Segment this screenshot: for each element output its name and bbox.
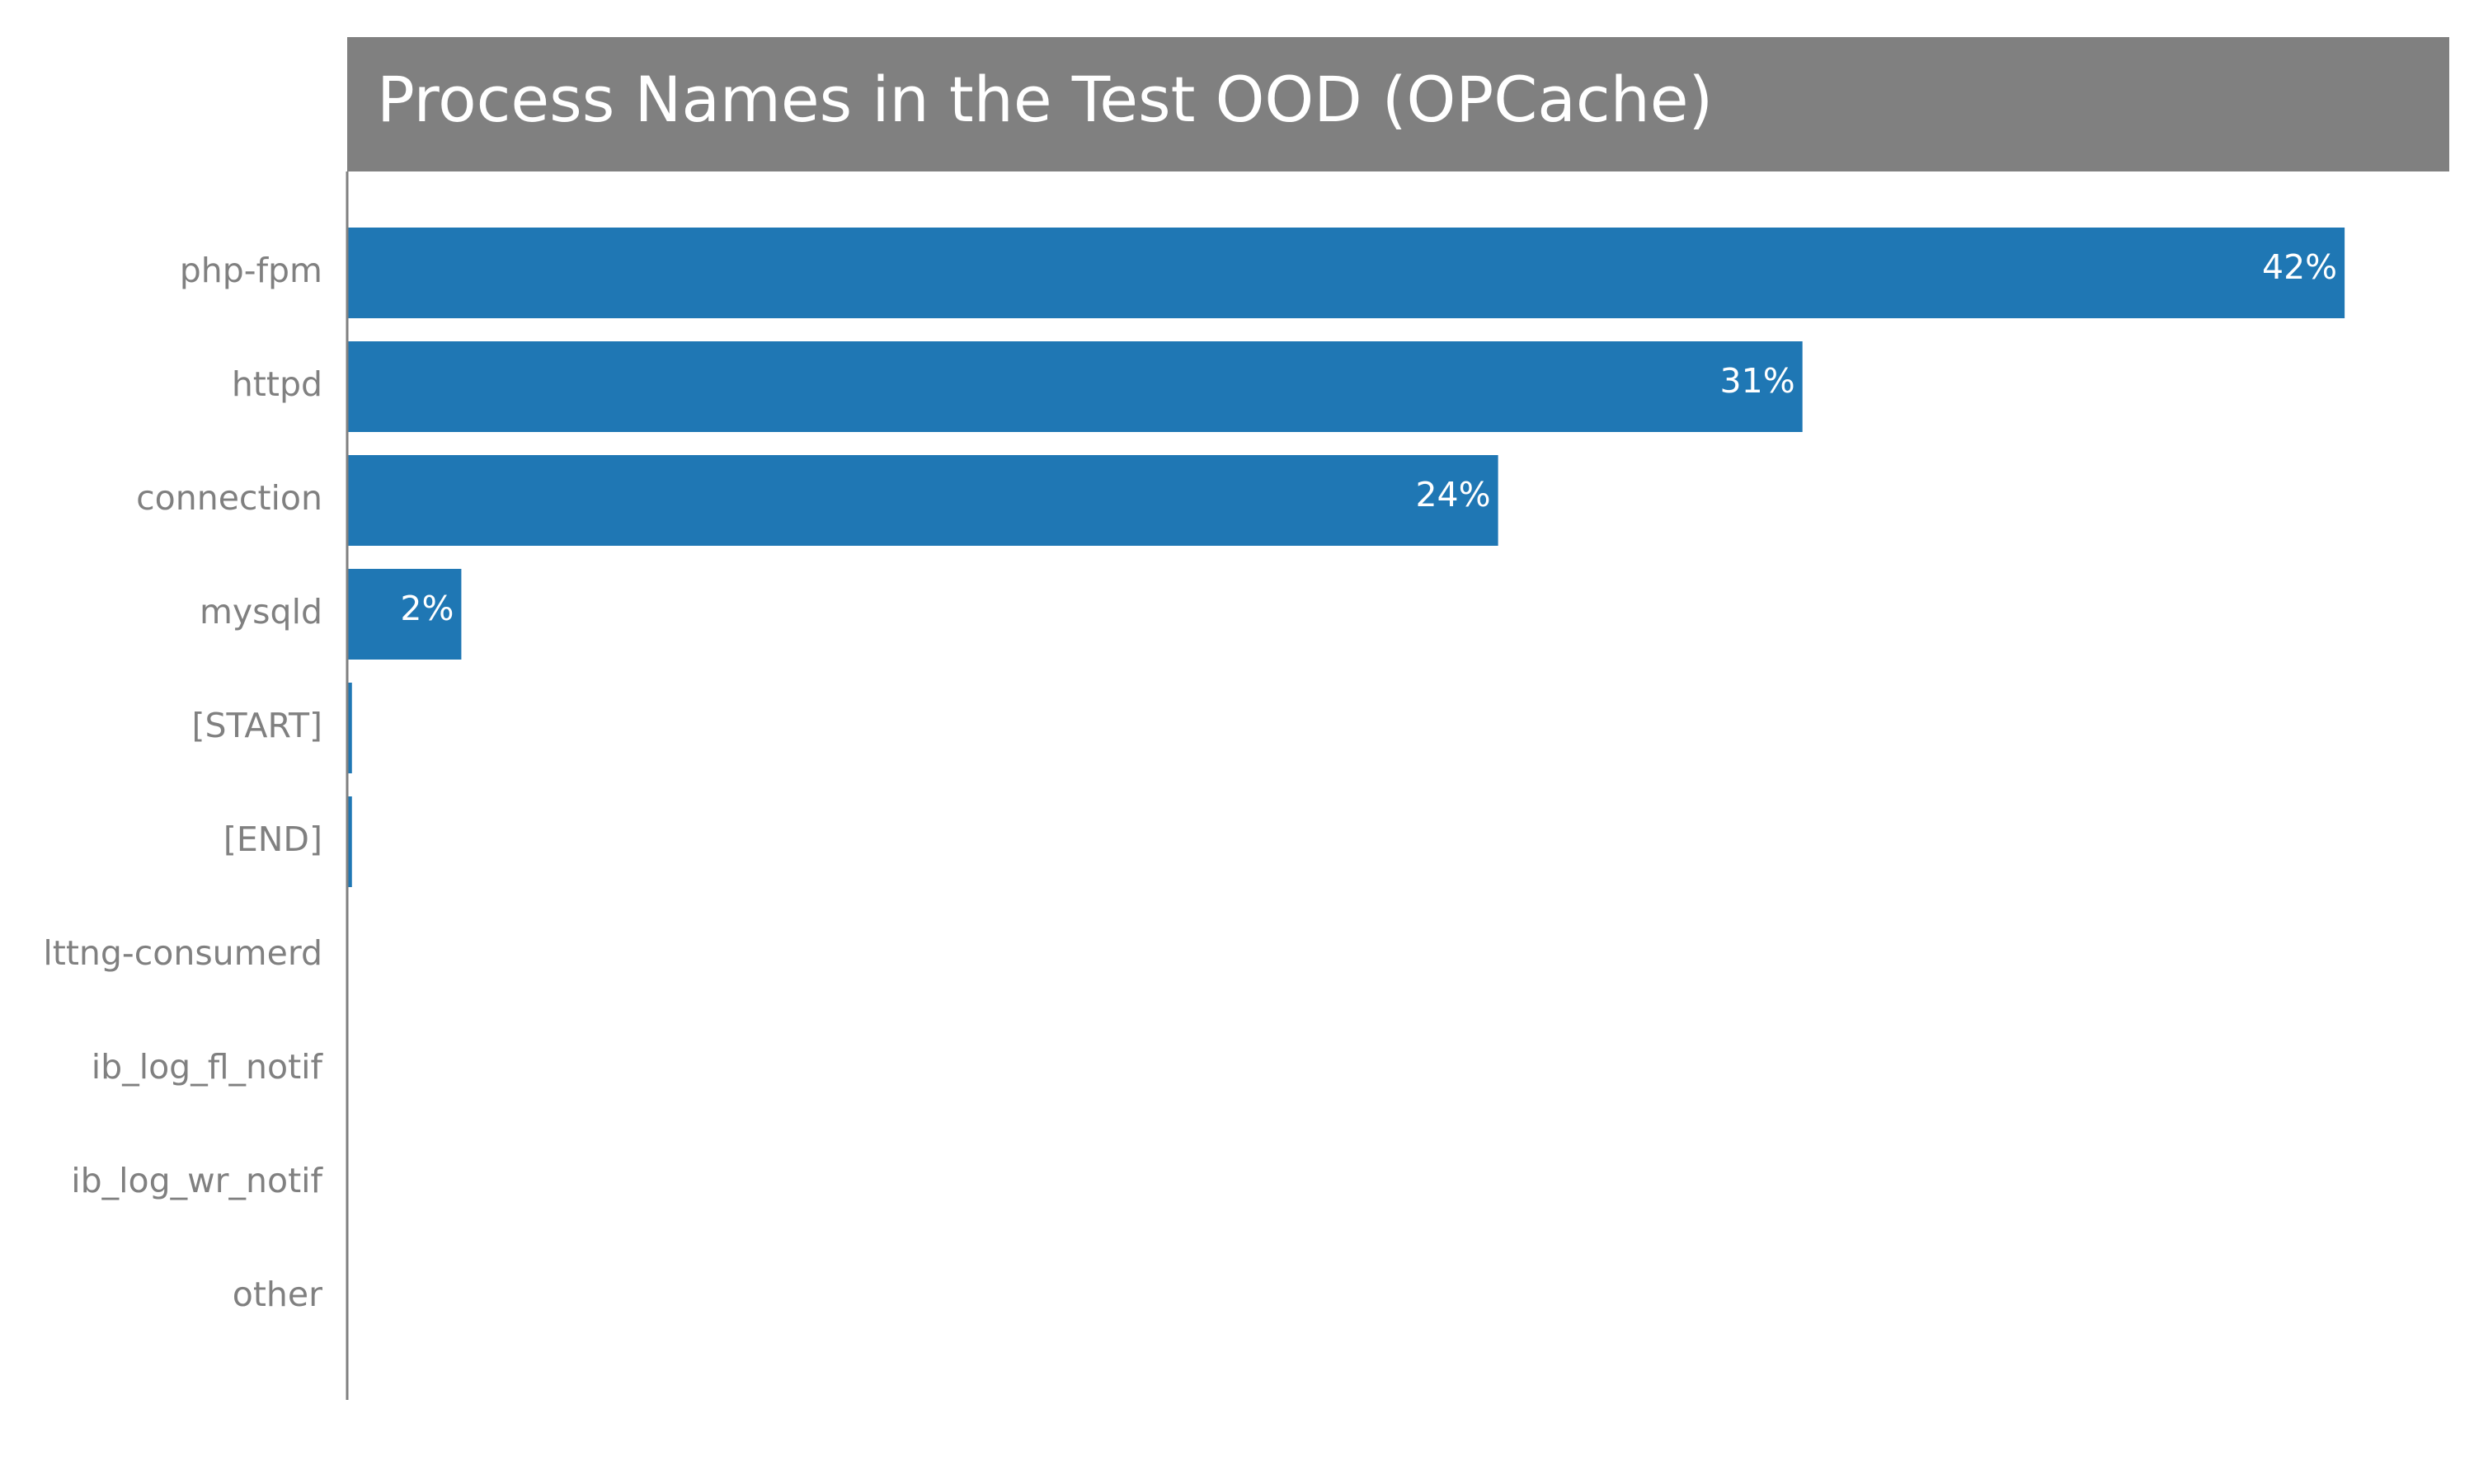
bar (347, 683, 352, 773)
category-label: mysqld (200, 592, 322, 632)
bar-value-label: 24% (1415, 475, 1490, 514)
category-label: ib_log_wr_notif (71, 1161, 323, 1200)
category-label: connection (136, 478, 322, 518)
category-label: httpd (232, 364, 322, 404)
category-label: [END] (223, 819, 322, 859)
category-label: ib_log_fl_notif (92, 1047, 324, 1087)
bar (347, 455, 1498, 546)
bar-value-label: 31% (1720, 361, 1795, 401)
bar (347, 228, 2345, 318)
bar-value-label: 42% (2262, 247, 2337, 287)
bar (347, 569, 462, 660)
chart-title: Process Names in the Test OOD (OPCache) (377, 63, 1713, 136)
bar (347, 796, 352, 887)
bar-value-label: 2% (400, 589, 454, 628)
category-label: php-fpm (180, 251, 322, 290)
bars-group: php-fpm 42% httpd 31% connection 24% mysqld 2% [… (43, 228, 2345, 1314)
category-label: other (233, 1275, 322, 1314)
category-label: lttng-consumerd (43, 933, 322, 973)
title-band (347, 37, 2449, 171)
bar (347, 341, 1803, 432)
category-label: [START] (192, 706, 322, 745)
